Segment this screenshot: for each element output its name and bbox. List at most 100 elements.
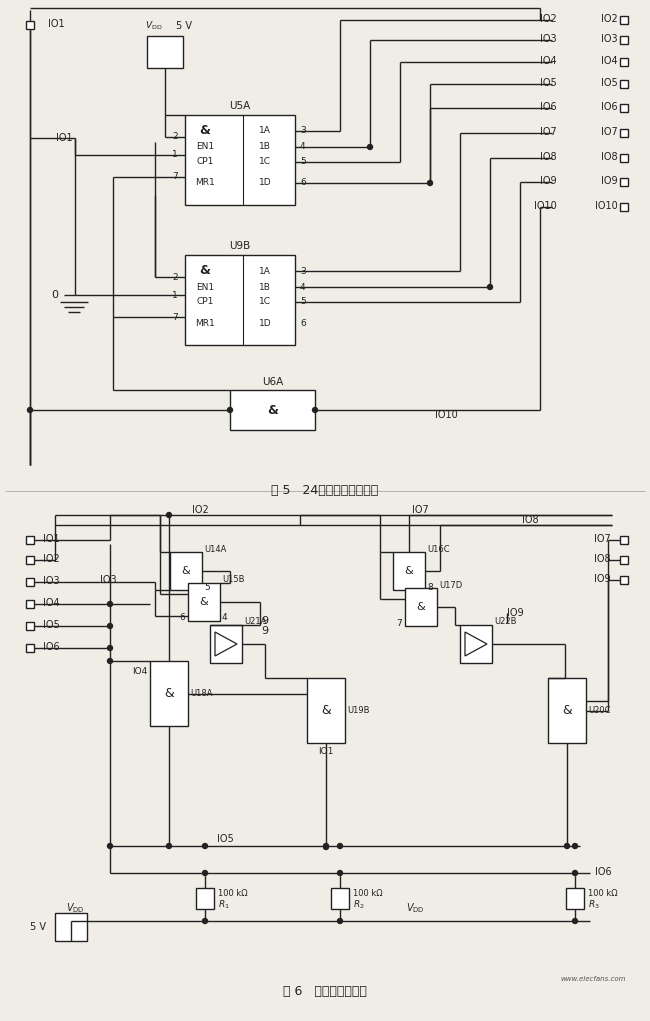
Bar	[620, 154, 628, 162]
Text: &: &	[200, 264, 211, 278]
Text: IO6: IO6	[595, 867, 612, 877]
Text: IO3: IO3	[601, 34, 618, 44]
Text: 0: 0	[51, 290, 58, 300]
Circle shape	[227, 407, 233, 412]
Text: IO2: IO2	[43, 554, 60, 564]
Bar	[620, 36, 628, 44]
Text: $R_3$: $R_3$	[588, 898, 600, 912]
Text: IO2: IO2	[601, 14, 618, 25]
Circle shape	[573, 871, 577, 875]
Bar	[620, 104, 628, 112]
Text: IO1: IO1	[43, 534, 60, 544]
Text: 2: 2	[172, 133, 178, 142]
Circle shape	[107, 645, 112, 650]
Bar	[26, 578, 34, 586]
Text: 1: 1	[172, 150, 178, 159]
Text: IO1: IO1	[56, 133, 73, 143]
Circle shape	[203, 919, 207, 924]
Text: U5A: U5A	[229, 101, 251, 111]
Text: &: &	[417, 602, 425, 612]
Bar	[185, 115, 295, 205]
Text: U19B: U19B	[347, 706, 369, 715]
Bar	[620, 80, 628, 88]
Text: 1D: 1D	[259, 179, 271, 188]
Text: IO9: IO9	[601, 176, 618, 186]
Text: U18A: U18A	[190, 689, 213, 698]
Circle shape	[107, 601, 112, 606]
Text: IO9: IO9	[594, 574, 611, 584]
Text: 5: 5	[300, 297, 306, 306]
Text: 4: 4	[300, 283, 306, 292]
Text: $V_{\rm DD}$: $V_{\rm DD}$	[406, 902, 424, 915]
Text: U17D: U17D	[439, 581, 462, 589]
Text: EN1: EN1	[196, 143, 214, 151]
Text: IO8: IO8	[540, 152, 557, 162]
Text: 9: 9	[261, 616, 268, 626]
Text: CP1: CP1	[196, 157, 214, 166]
Bar	[548, 678, 586, 743]
Text: &: &	[404, 566, 413, 576]
Bar	[620, 178, 628, 186]
Text: 3: 3	[300, 266, 306, 276]
Text: 2: 2	[172, 273, 178, 282]
Text: 4: 4	[222, 614, 227, 623]
Bar	[150, 661, 188, 726]
Bar	[620, 556, 628, 564]
Text: 6: 6	[300, 179, 306, 188]
Text: 7: 7	[172, 312, 178, 322]
Text: &: &	[267, 403, 278, 417]
Text: 1B: 1B	[259, 143, 271, 151]
Circle shape	[324, 844, 328, 849]
Circle shape	[337, 919, 343, 924]
Circle shape	[27, 407, 32, 412]
Circle shape	[166, 843, 172, 848]
Text: 100 kΩ: 100 kΩ	[353, 888, 383, 897]
Text: 图 5   24进制计数器连线图: 图 5 24进制计数器连线图	[272, 484, 378, 496]
Text: $V_{\rm DD}$: $V_{\rm DD}$	[145, 19, 162, 33]
Text: 1D: 1D	[259, 319, 271, 328]
Text: 1A: 1A	[259, 127, 271, 136]
Text: MR1: MR1	[195, 319, 215, 328]
Circle shape	[166, 513, 172, 518]
Bar	[26, 21, 34, 29]
Text: 100 kΩ: 100 kΩ	[588, 888, 618, 897]
Circle shape	[324, 843, 328, 848]
Text: 1A: 1A	[259, 266, 271, 276]
Text: $R_2$: $R_2$	[353, 898, 365, 912]
Text: &: &	[164, 687, 174, 700]
Circle shape	[564, 843, 569, 848]
Bar	[620, 16, 628, 25]
Bar	[196, 888, 214, 909]
Text: IO7: IO7	[411, 505, 428, 515]
Bar	[170, 552, 202, 590]
Text: IO6: IO6	[601, 102, 618, 112]
Bar	[55, 913, 87, 941]
Text: 9: 9	[261, 626, 268, 636]
Text: IO5: IO5	[540, 78, 557, 88]
Bar	[188, 583, 220, 621]
Bar	[26, 622, 34, 630]
Text: IO6: IO6	[43, 642, 60, 652]
Text: IO8: IO8	[601, 152, 618, 162]
Text: IO8: IO8	[522, 515, 538, 525]
Text: www.elecfans.com: www.elecfans.com	[560, 976, 625, 982]
Text: IO7: IO7	[540, 127, 557, 137]
Bar	[566, 888, 584, 909]
Circle shape	[367, 145, 372, 149]
Bar	[26, 556, 34, 564]
Text: IO10: IO10	[595, 201, 618, 211]
Text: IO1: IO1	[48, 19, 64, 29]
Text: &: &	[200, 597, 209, 607]
Circle shape	[203, 843, 207, 848]
Text: U14A: U14A	[204, 544, 226, 553]
Text: 1C: 1C	[259, 157, 271, 166]
Bar	[620, 58, 628, 66]
Bar	[620, 576, 628, 584]
Bar	[620, 129, 628, 137]
Bar	[331, 888, 349, 909]
Bar	[393, 552, 425, 590]
Text: &: &	[562, 704, 572, 717]
Text: 5: 5	[300, 157, 306, 166]
Text: 5 V: 5 V	[176, 21, 192, 31]
Text: U21A: U21A	[244, 618, 266, 627]
